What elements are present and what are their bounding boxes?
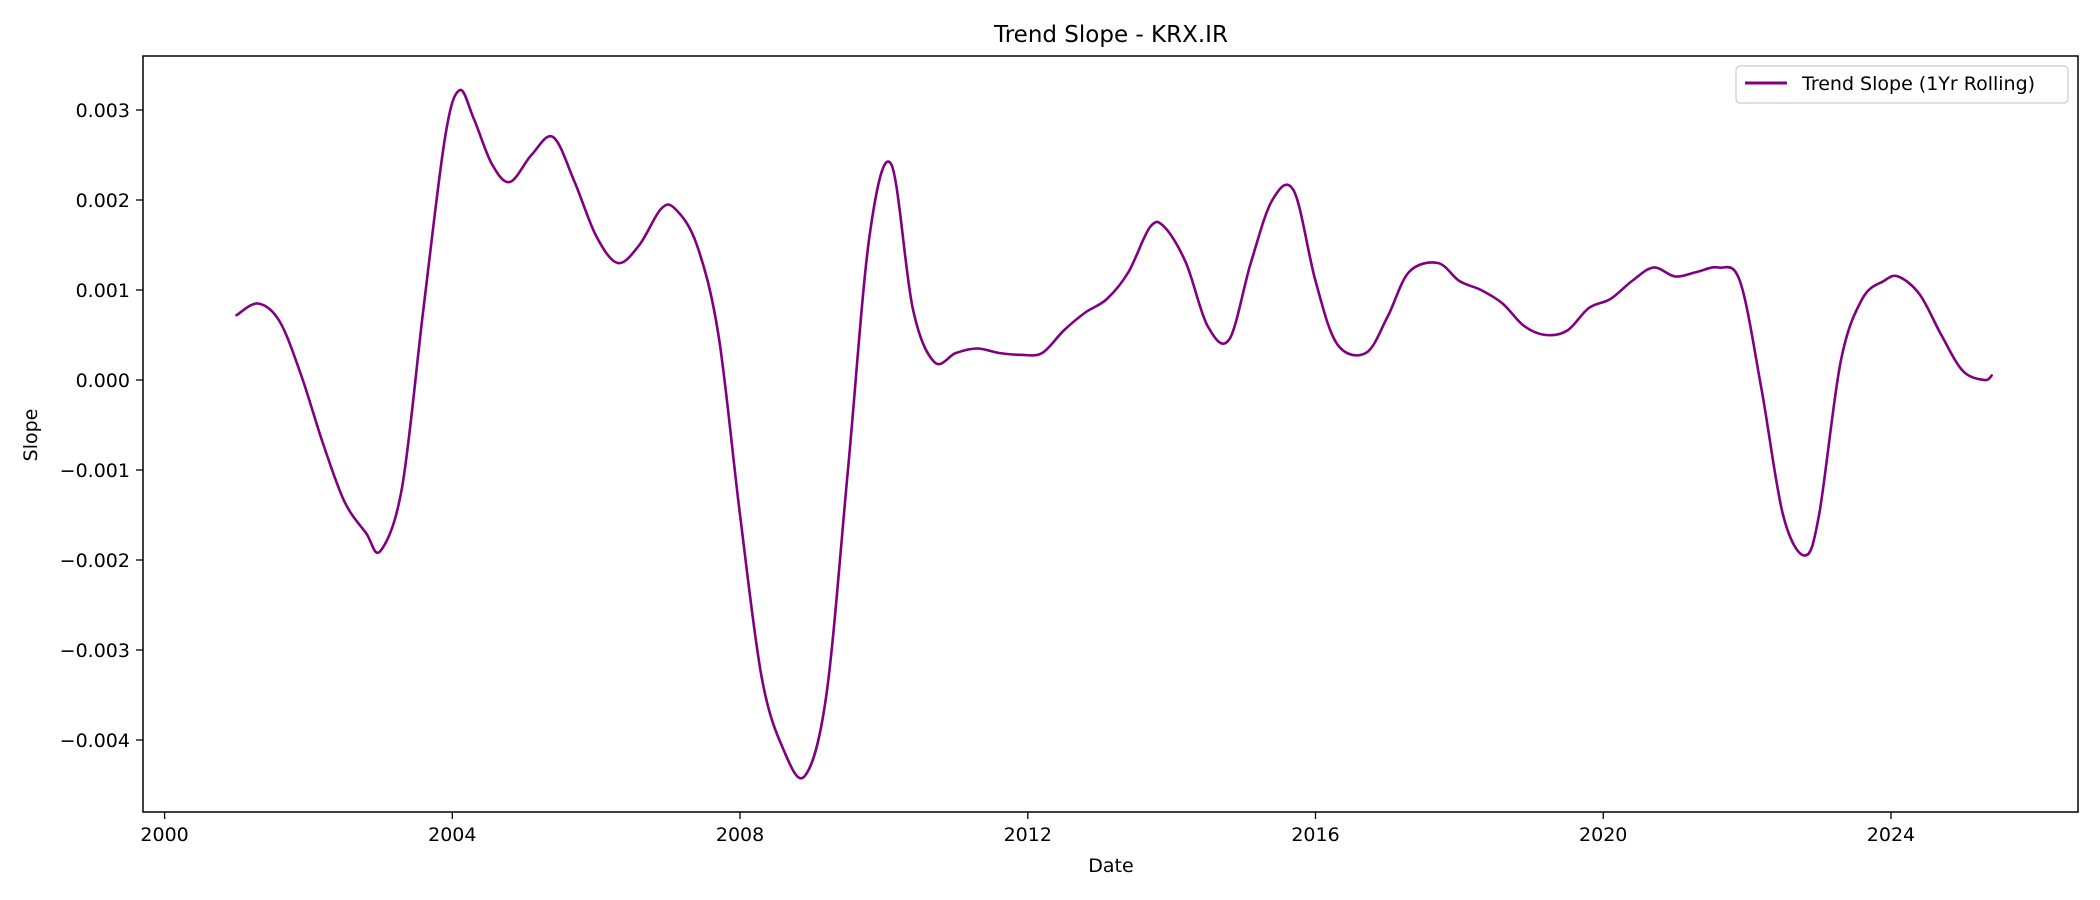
y-axis-label: Slope xyxy=(20,409,42,462)
plot-area xyxy=(142,55,2079,813)
series-layer xyxy=(235,88,1993,780)
y-tick-label: 0.001 xyxy=(76,280,130,302)
x-axis: 2000 2004 2008 2012 2016 2020 2024 xyxy=(140,812,1915,846)
plot-frame xyxy=(142,55,2079,813)
y-tick-label: 0.003 xyxy=(76,100,130,122)
x-tick-label: 2020 xyxy=(1579,824,1627,846)
x-axis-label: Date xyxy=(1088,855,1133,877)
x-tick-label: 2016 xyxy=(1291,824,1339,846)
chart-title: Trend Slope - KRX.IR xyxy=(993,22,1228,48)
y-tick-label: −0.003 xyxy=(60,640,130,662)
x-tick-label: 2024 xyxy=(1867,824,1915,846)
x-tick-label: 2012 xyxy=(1004,824,1052,846)
x-tick-label: 2008 xyxy=(716,824,764,846)
x-tick-label: 2000 xyxy=(140,824,188,846)
y-tick-label: 0.002 xyxy=(76,190,130,212)
series-line xyxy=(235,88,1993,780)
y-tick-label: −0.004 xyxy=(60,730,130,752)
y-tick-label: 0.000 xyxy=(76,370,130,392)
legend-box xyxy=(1735,65,2069,104)
y-tick-label: −0.001 xyxy=(60,460,130,482)
y-tick-label: −0.002 xyxy=(60,550,130,572)
legend: Trend Slope (1Yr Rolling) xyxy=(1735,65,2069,104)
legend-label: Trend Slope (1Yr Rolling) xyxy=(1801,73,2035,95)
x-tick-label: 2004 xyxy=(428,824,476,846)
y-axis: −0.004 −0.003 −0.002 −0.001 0.000 0.001 0.002 0… xyxy=(60,100,143,752)
